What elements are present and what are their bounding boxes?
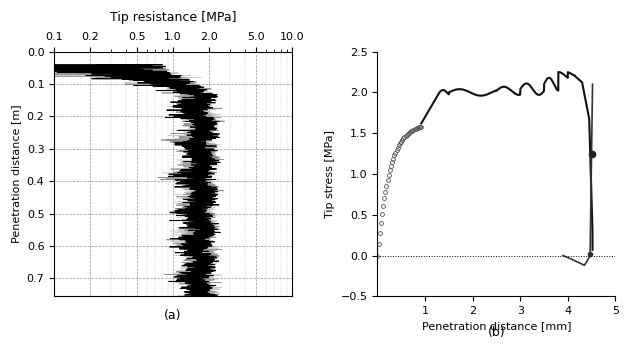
Y-axis label: Penetration distance [m]: Penetration distance [m] <box>11 104 21 243</box>
Text: (b): (b) <box>488 325 505 339</box>
Title: Tip resistance [MPa]: Tip resistance [MPa] <box>110 11 236 24</box>
Text: (a): (a) <box>164 309 182 322</box>
Y-axis label: Tip stress [MPa]: Tip stress [MPa] <box>325 130 335 218</box>
X-axis label: Penetration distance [mm]: Penetration distance [mm] <box>421 322 571 331</box>
